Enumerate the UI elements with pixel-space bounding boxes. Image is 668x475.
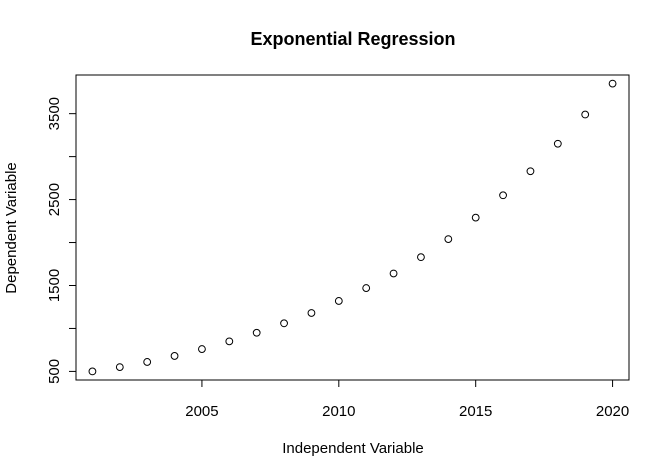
y-tick-label: 2500 — [46, 183, 63, 216]
data-point — [553, 139, 562, 148]
data-point — [115, 363, 124, 372]
data-point — [198, 345, 206, 353]
data-point — [499, 191, 507, 200]
data-point — [143, 358, 152, 366]
data-point — [280, 319, 288, 328]
y-tick-label: 500 — [46, 359, 63, 384]
x-tick-label: 2005 — [185, 403, 218, 420]
data-point — [471, 213, 480, 222]
x-tick-label: 2020 — [596, 403, 629, 420]
data-point — [526, 167, 535, 176]
data-point — [307, 309, 316, 317]
data-point — [608, 79, 617, 88]
plot-frame — [75, 74, 630, 381]
data-points — [88, 79, 617, 376]
x-tick-label: 2010 — [322, 403, 355, 420]
data-point — [252, 328, 261, 337]
x-axis: 2005 2010 2015 2020 — [185, 380, 629, 420]
data-point — [334, 297, 343, 305]
data-point — [170, 352, 179, 360]
x-axis-label: Independent Variable — [282, 440, 424, 457]
y-axis-label: Dependent Variable — [3, 162, 20, 293]
data-point — [225, 337, 234, 346]
y-axis: 500 1500 2500 3500 — [46, 97, 76, 384]
chart-title: Exponential Regression — [250, 29, 455, 49]
data-point — [88, 367, 97, 376]
y-tick-label: 1500 — [46, 269, 63, 302]
data-point — [362, 284, 371, 292]
x-tick-label: 2015 — [459, 403, 492, 420]
data-point — [444, 235, 453, 243]
data-point — [389, 269, 398, 278]
data-point — [581, 110, 590, 119]
data-point — [417, 253, 425, 262]
y-tick-label: 3500 — [46, 97, 63, 130]
